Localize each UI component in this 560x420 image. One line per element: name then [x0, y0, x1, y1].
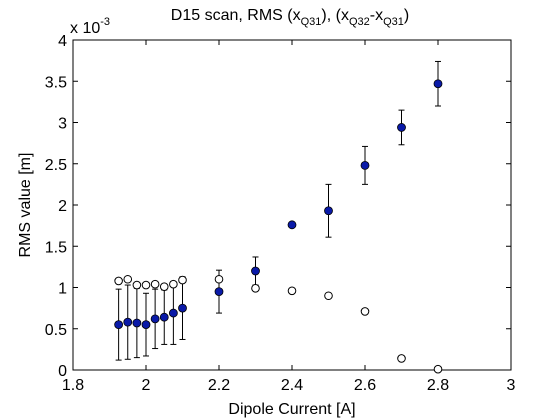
y-tick-labels: 0 0.5 1 1.5 2 2.5 3 3.5 4 [45, 33, 67, 380]
y-tick-label: 0.5 [45, 322, 67, 339]
open-data-point [159, 282, 169, 291]
filled-data-point [397, 123, 406, 132]
open-data-point [169, 279, 178, 289]
open-data-point [360, 307, 370, 316]
filled-data-point [178, 303, 187, 313]
y-exponent-power: -3 [100, 16, 110, 28]
x-tick-label: 2.2 [208, 377, 230, 394]
open-data-point [214, 274, 224, 284]
x-tick-label: 1.8 [62, 377, 84, 394]
filled-data-point [287, 220, 297, 230]
y-tick-label: 3.5 [45, 74, 67, 91]
y-tick-label: 4 [58, 33, 67, 50]
open-data-point [150, 279, 160, 289]
open-data-point [251, 284, 260, 293]
x-tick-label: 2.4 [281, 377, 303, 394]
filled-data-point [251, 266, 260, 276]
x-tick-label: 2.8 [427, 377, 449, 394]
filled-data-point [123, 317, 133, 327]
title-sub-3: Q31 [383, 16, 404, 28]
title-sub-1: Q31 [301, 16, 322, 28]
y-tick-label: 2 [58, 198, 67, 215]
title-suffix: ) [404, 7, 409, 24]
x-tick-labels: 1.8 2 2.2 2.4 2.6 2.8 3 [62, 377, 516, 394]
open-data-point [123, 274, 133, 284]
filled-data-point [114, 320, 124, 330]
y-exponent-base: x 10 [70, 20, 100, 37]
x-tick-label: 3 [507, 377, 516, 394]
title-prefix: D15 scan, RMS (x [171, 7, 301, 24]
filled-data-point [360, 160, 370, 170]
y-tick-label: 1 [58, 281, 67, 298]
open-data-point [397, 354, 406, 363]
filled-data-point [214, 287, 224, 297]
y-tick-label: 3 [58, 116, 67, 133]
filled-data-point [150, 314, 160, 324]
open-circle-series [114, 274, 443, 374]
open-data-point [324, 291, 333, 301]
x-axis-title: Dipole Current [A] [228, 401, 355, 418]
title-mid: ), (x [321, 7, 349, 24]
chart-title: D15 scan, RMS (xQ31), (xQ32-xQ31) [171, 7, 409, 28]
open-data-point [433, 364, 443, 374]
open-data-point [132, 280, 142, 290]
open-data-point [178, 275, 187, 285]
filled-data-point [141, 320, 151, 330]
title-sub-2: Q32 [349, 16, 370, 28]
filled-data-point [168, 308, 178, 318]
y-tick-label: 2.5 [45, 157, 67, 174]
open-data-point [287, 286, 297, 296]
title-mid-2: -x [370, 7, 383, 24]
filled-data-point [433, 79, 443, 89]
filled-data-point [324, 206, 333, 216]
y-axis-title: RMS value [m] [17, 153, 34, 258]
y-tick-label: 0 [58, 363, 67, 380]
x-tick-label: 2.6 [354, 377, 376, 394]
y-tick-label: 1.5 [45, 239, 67, 256]
open-data-point [141, 280, 151, 290]
open-data-point [114, 276, 123, 286]
filled-data-point [132, 318, 142, 328]
y-exponent-label: x 10-3 [70, 16, 110, 37]
x-tick-label: 2 [142, 377, 151, 394]
axis-ticks [72, 39, 512, 371]
filled-circle-series [114, 79, 443, 330]
filled-data-point [159, 312, 169, 322]
